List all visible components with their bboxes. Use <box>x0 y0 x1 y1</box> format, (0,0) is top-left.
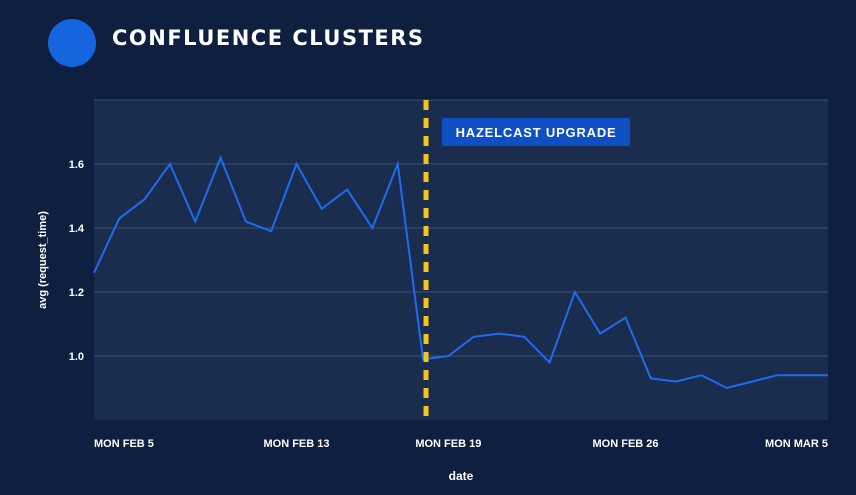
data-point <box>245 221 247 223</box>
data-point <box>346 189 348 191</box>
series-line <box>93 154 828 390</box>
data-point <box>220 157 222 159</box>
data-point <box>397 163 399 165</box>
y-tick-label: 1.6 <box>69 159 84 171</box>
data-point <box>371 227 373 229</box>
x-tick-label: MON FEB 26 <box>593 438 659 450</box>
y-tick-label: 1.4 <box>69 223 85 235</box>
data-point <box>549 361 551 363</box>
data-point <box>776 374 778 376</box>
data-point <box>599 333 601 335</box>
annotation-label: HAZELCAST UPGRADE <box>456 125 617 140</box>
plot-area <box>94 100 828 420</box>
annotation: HAZELCAST UPGRADE <box>423 100 631 420</box>
x-tick-label: MON FEB 5 <box>94 438 154 450</box>
page-title: CONFLUENCE CLUSTERS <box>112 26 425 50</box>
data-point <box>144 198 146 200</box>
x-tick-label: MON MAR 5 <box>765 438 828 450</box>
y-tick-label: 1.2 <box>69 287 84 299</box>
data-point <box>118 217 120 219</box>
x-tick-label: MON FEB 13 <box>263 438 329 450</box>
data-point <box>523 336 525 338</box>
x-tick-label: MON FEB 19 <box>415 438 481 450</box>
data-point <box>700 374 702 376</box>
annotation-box <box>442 118 631 146</box>
data-point <box>194 221 196 223</box>
data-point <box>169 163 171 165</box>
y-axis-ticks: 1.0 1.2 1.4 1.6 <box>69 159 85 363</box>
data-point <box>726 387 728 389</box>
data-point <box>650 377 652 379</box>
brand-dot-icon <box>48 19 96 67</box>
data-point <box>751 381 753 383</box>
x-axis-label: date <box>449 469 474 483</box>
data-point <box>295 163 297 165</box>
data-point <box>93 272 95 274</box>
data-point <box>473 336 475 338</box>
x-axis-ticks: MON FEB 5 MON FEB 13 MON FEB 19 MON FEB 26 M… <box>94 438 828 450</box>
gridlines <box>94 99 828 357</box>
y-axis-label: avg (request_time) <box>37 211 49 309</box>
data-point <box>574 291 576 293</box>
data-point <box>321 208 323 210</box>
data-point <box>802 374 804 376</box>
data-point <box>827 374 829 376</box>
data-point <box>625 317 627 319</box>
data-point <box>675 381 677 383</box>
data-point <box>498 333 500 335</box>
y-tick-label: 1.0 <box>69 351 84 363</box>
data-point <box>447 355 449 357</box>
data-point <box>270 230 272 232</box>
